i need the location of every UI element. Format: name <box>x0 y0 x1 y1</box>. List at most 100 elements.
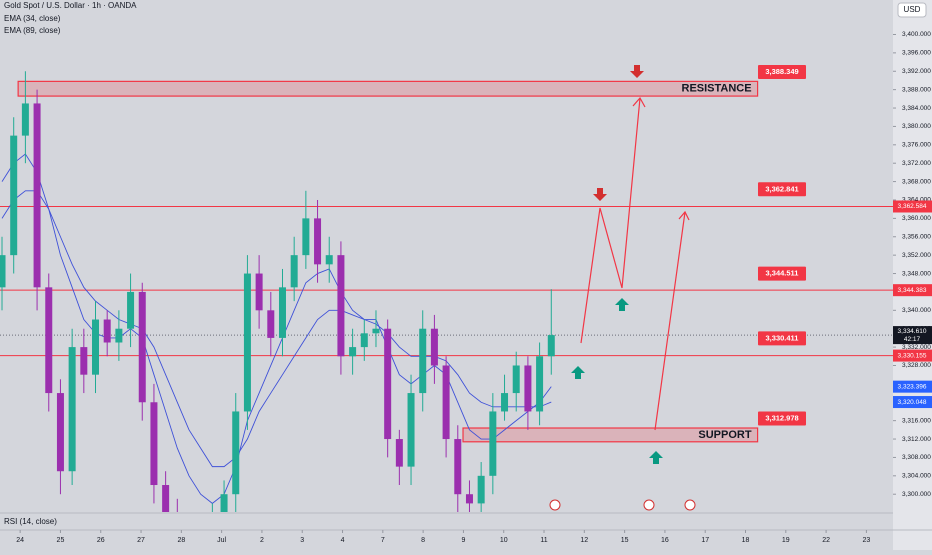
down-arrow <box>630 65 644 78</box>
arrow-head <box>632 96 646 108</box>
axis-badge <box>893 200 932 213</box>
y-tick-label: 3,376.000 <box>902 142 931 149</box>
candle-body <box>21 103 29 136</box>
y-tick-label: 3,368.000 <box>902 178 931 185</box>
candle-body <box>290 255 298 288</box>
currency-button[interactable] <box>897 2 927 18</box>
x-tick-label: 10 <box>500 537 508 544</box>
x-tick-label: 24 <box>16 537 24 544</box>
candle-body <box>209 513 216 531</box>
pane-label: RSI (14, close) <box>4 517 57 526</box>
candle-body <box>384 328 392 440</box>
candle-body <box>349 347 357 357</box>
indicator-label: EMA (89, close) <box>4 26 61 35</box>
y-tick-label: 3,308.000 <box>902 454 931 461</box>
candle-body <box>442 365 450 440</box>
x-tick-label: 15 <box>621 537 629 544</box>
y-tick-label: 3,396.000 <box>902 50 931 57</box>
event-icon[interactable] <box>549 499 561 511</box>
x-tick-label: 22 <box>822 537 830 544</box>
up-arrow <box>615 298 629 311</box>
level-tag <box>758 411 806 426</box>
x-tick-label: 19 <box>782 537 790 544</box>
x-tick-label: 3 <box>300 537 304 544</box>
candle-body <box>407 393 415 467</box>
down-arrow <box>593 188 607 201</box>
candle-body <box>56 393 64 472</box>
y-tick-label: 3,364.000 <box>902 197 931 204</box>
x-tick-label: 28 <box>177 537 185 544</box>
current-price-badge <box>893 326 932 345</box>
countdown: 42:17 <box>904 336 921 343</box>
axis-badge-label: 3,362.584 <box>898 203 927 210</box>
candle-body <box>10 135 18 256</box>
indicator-label: EMA (34, close) <box>4 14 61 23</box>
y-tick-label: 3,352.000 <box>902 252 931 259</box>
level-tag-label: 3,344.511 <box>766 269 799 278</box>
candle-body <box>267 310 275 338</box>
candle-body <box>115 328 123 343</box>
x-tick-label: 2 <box>260 537 264 544</box>
candle-body <box>138 291 146 403</box>
event-icon[interactable] <box>643 499 655 511</box>
event-icon[interactable] <box>684 499 696 511</box>
candle-body <box>536 356 544 412</box>
candle-body <box>103 319 111 343</box>
x-tick-label: 4 <box>341 537 345 544</box>
candle-body <box>33 103 41 288</box>
up-arrow <box>571 366 585 379</box>
x-tick-label: 11 <box>540 537 547 544</box>
level-tag-label: 3,312.978 <box>765 414 798 423</box>
y-tick-label: 3,388.000 <box>902 86 931 93</box>
x-tick-label: 17 <box>701 537 709 544</box>
candle-body <box>92 319 100 375</box>
y-tick-label: 3,316.000 <box>902 417 931 424</box>
current-price-label: 3,334.610 <box>898 328 927 335</box>
y-tick-label: 3,348.000 <box>902 270 931 277</box>
arrow-head <box>678 210 690 221</box>
x-tick-label: 12 <box>580 537 588 544</box>
level-tag <box>758 331 806 346</box>
candle-body <box>465 494 473 504</box>
candle-body <box>150 402 158 486</box>
zone <box>462 427 759 443</box>
x-tick-label: 8 <box>421 537 425 544</box>
y-tick-label: 3,304.000 <box>902 473 931 480</box>
candle-body <box>162 485 170 512</box>
y-tick-label: 3,392.000 <box>902 68 931 75</box>
zone-label: RESISTANCE <box>682 83 752 95</box>
y-tick-label: 3,332.000 <box>902 344 931 351</box>
level-tag-label: 3,388.349 <box>765 67 798 76</box>
candle-body <box>489 411 497 476</box>
candle-body <box>255 273 263 311</box>
candle-body <box>314 218 322 265</box>
x-tick-label: 26 <box>97 537 105 544</box>
x-tick-label: 23 <box>863 537 871 544</box>
projection-path <box>580 97 641 344</box>
candle-body <box>419 328 427 394</box>
y-tick-label: 3,384.000 <box>902 105 931 112</box>
candle-body <box>0 255 6 288</box>
y-tick-label: 3,340.000 <box>902 307 931 314</box>
level-tag <box>758 65 806 80</box>
candle-body <box>185 540 192 549</box>
candle-body <box>454 439 462 495</box>
x-tick-label: 9 <box>461 537 465 544</box>
y-tick-label: 3,312.000 <box>902 436 931 443</box>
y-tick-label: 3,400.000 <box>902 31 931 38</box>
x-tick-label: Jul <box>217 537 226 544</box>
candle-body <box>477 475 485 504</box>
ema-badge <box>893 380 932 393</box>
candle-body <box>302 218 310 256</box>
candle-body <box>278 287 286 338</box>
candle-body <box>501 393 509 412</box>
x-tick-label: 7 <box>381 537 385 544</box>
axis-badge <box>893 284 932 297</box>
candle-body <box>243 273 251 412</box>
candle-body <box>360 333 368 348</box>
plot: RESISTANCE SUPPORT <box>0 71 893 549</box>
ema-line <box>1 190 552 468</box>
y-tick-label: 3,360.000 <box>902 215 931 222</box>
